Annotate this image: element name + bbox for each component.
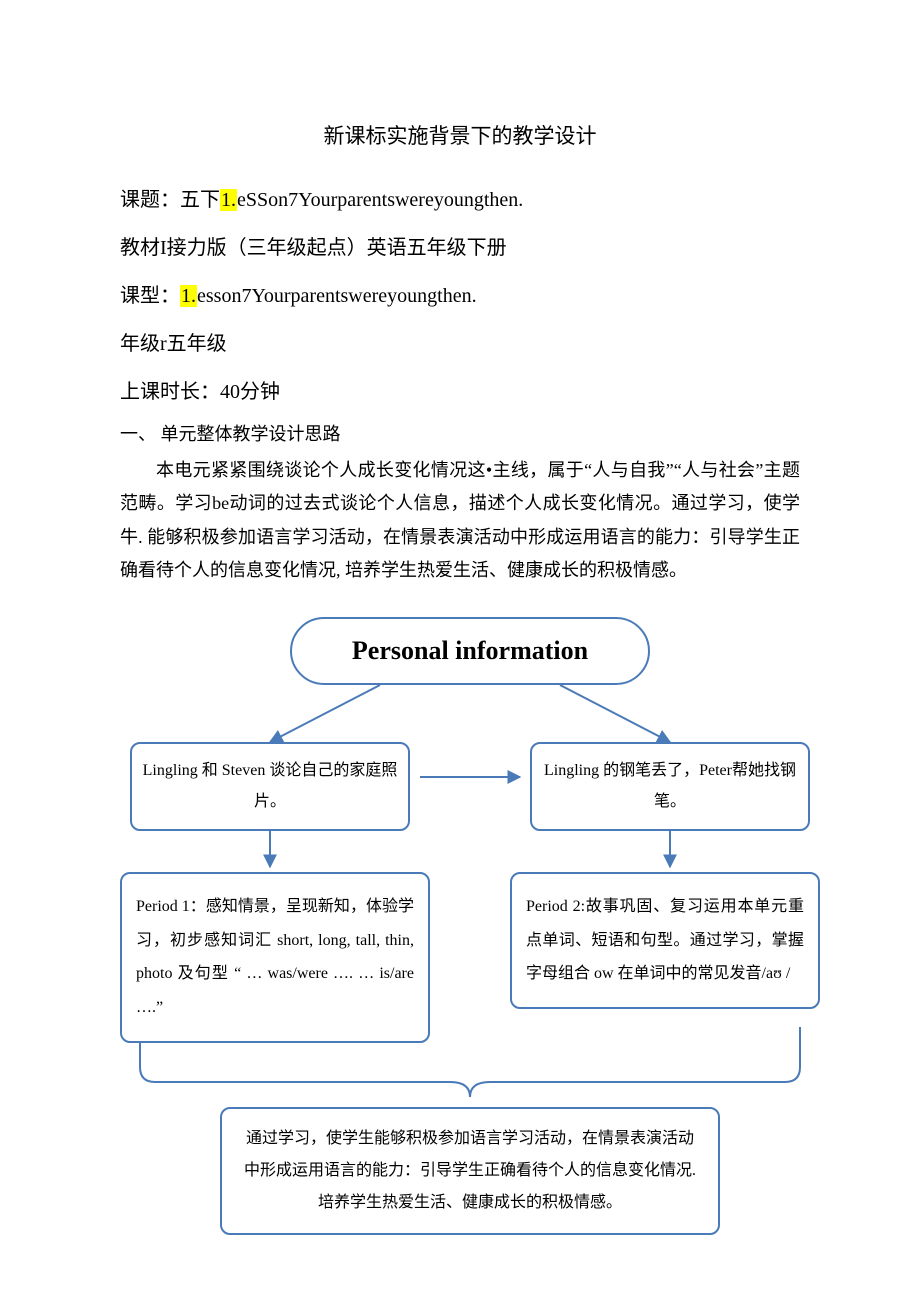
diagram-mid-left: Lingling 和 Steven 谈论自己的家庭照片。 [130,742,410,831]
meta-duration: 上课时长：40分钟 [120,372,800,412]
meta-type: 课型：1.esson7Yourparentswereyoungthen. [120,276,800,316]
topic-highlight: 1. [220,189,237,211]
diagram-top-box: Personal information [290,617,650,685]
diagram-period-2: Period 2:故事巩固、复习运用本单元重点单词、短语和句型。通过学习，掌握字… [510,872,820,1009]
diagram: Personal information Lingling 和 Steven 谈… [120,607,820,1227]
type-highlight: 1. [180,285,197,307]
meta-textbook: 教材I接力版（三年级起点）英语五年级下册 [120,228,800,268]
section-1-head: 一、 单元整体教学设计思路 [120,420,800,446]
page-title: 新课标实施背景下的教学设计 [120,120,800,150]
type-label: 课型： [120,285,180,307]
section-1-para: 本电元紧紧围绕谈论个人成长变化情况这•主线，属于“人与自我”“人与社会”主题范畴… [120,454,800,587]
diagram-bottom-box: 通过学习，使学生能够积极参加语言学习活动，在情景表演活动中形成运用语言的能力：引… [220,1107,720,1235]
diagram-mid-right: Lingling 的钢笔丢了，Peter帮她找钢笔。 [530,742,810,831]
topic-rest: eSSon7Yourparentswereyoungthen. [237,189,523,211]
meta-grade: 年级r五年级 [120,324,800,364]
topic-label: 课题：五下 [120,189,220,211]
diagram-period-1: Period 1：感知情景，呈现新知，体验学习，初步感知词汇 short, lo… [120,872,430,1042]
type-rest: esson7Yourparentswereyoungthen. [197,285,477,307]
meta-topic: 课题：五下1.eSSon7Yourparentswereyoungthen. [120,180,800,220]
